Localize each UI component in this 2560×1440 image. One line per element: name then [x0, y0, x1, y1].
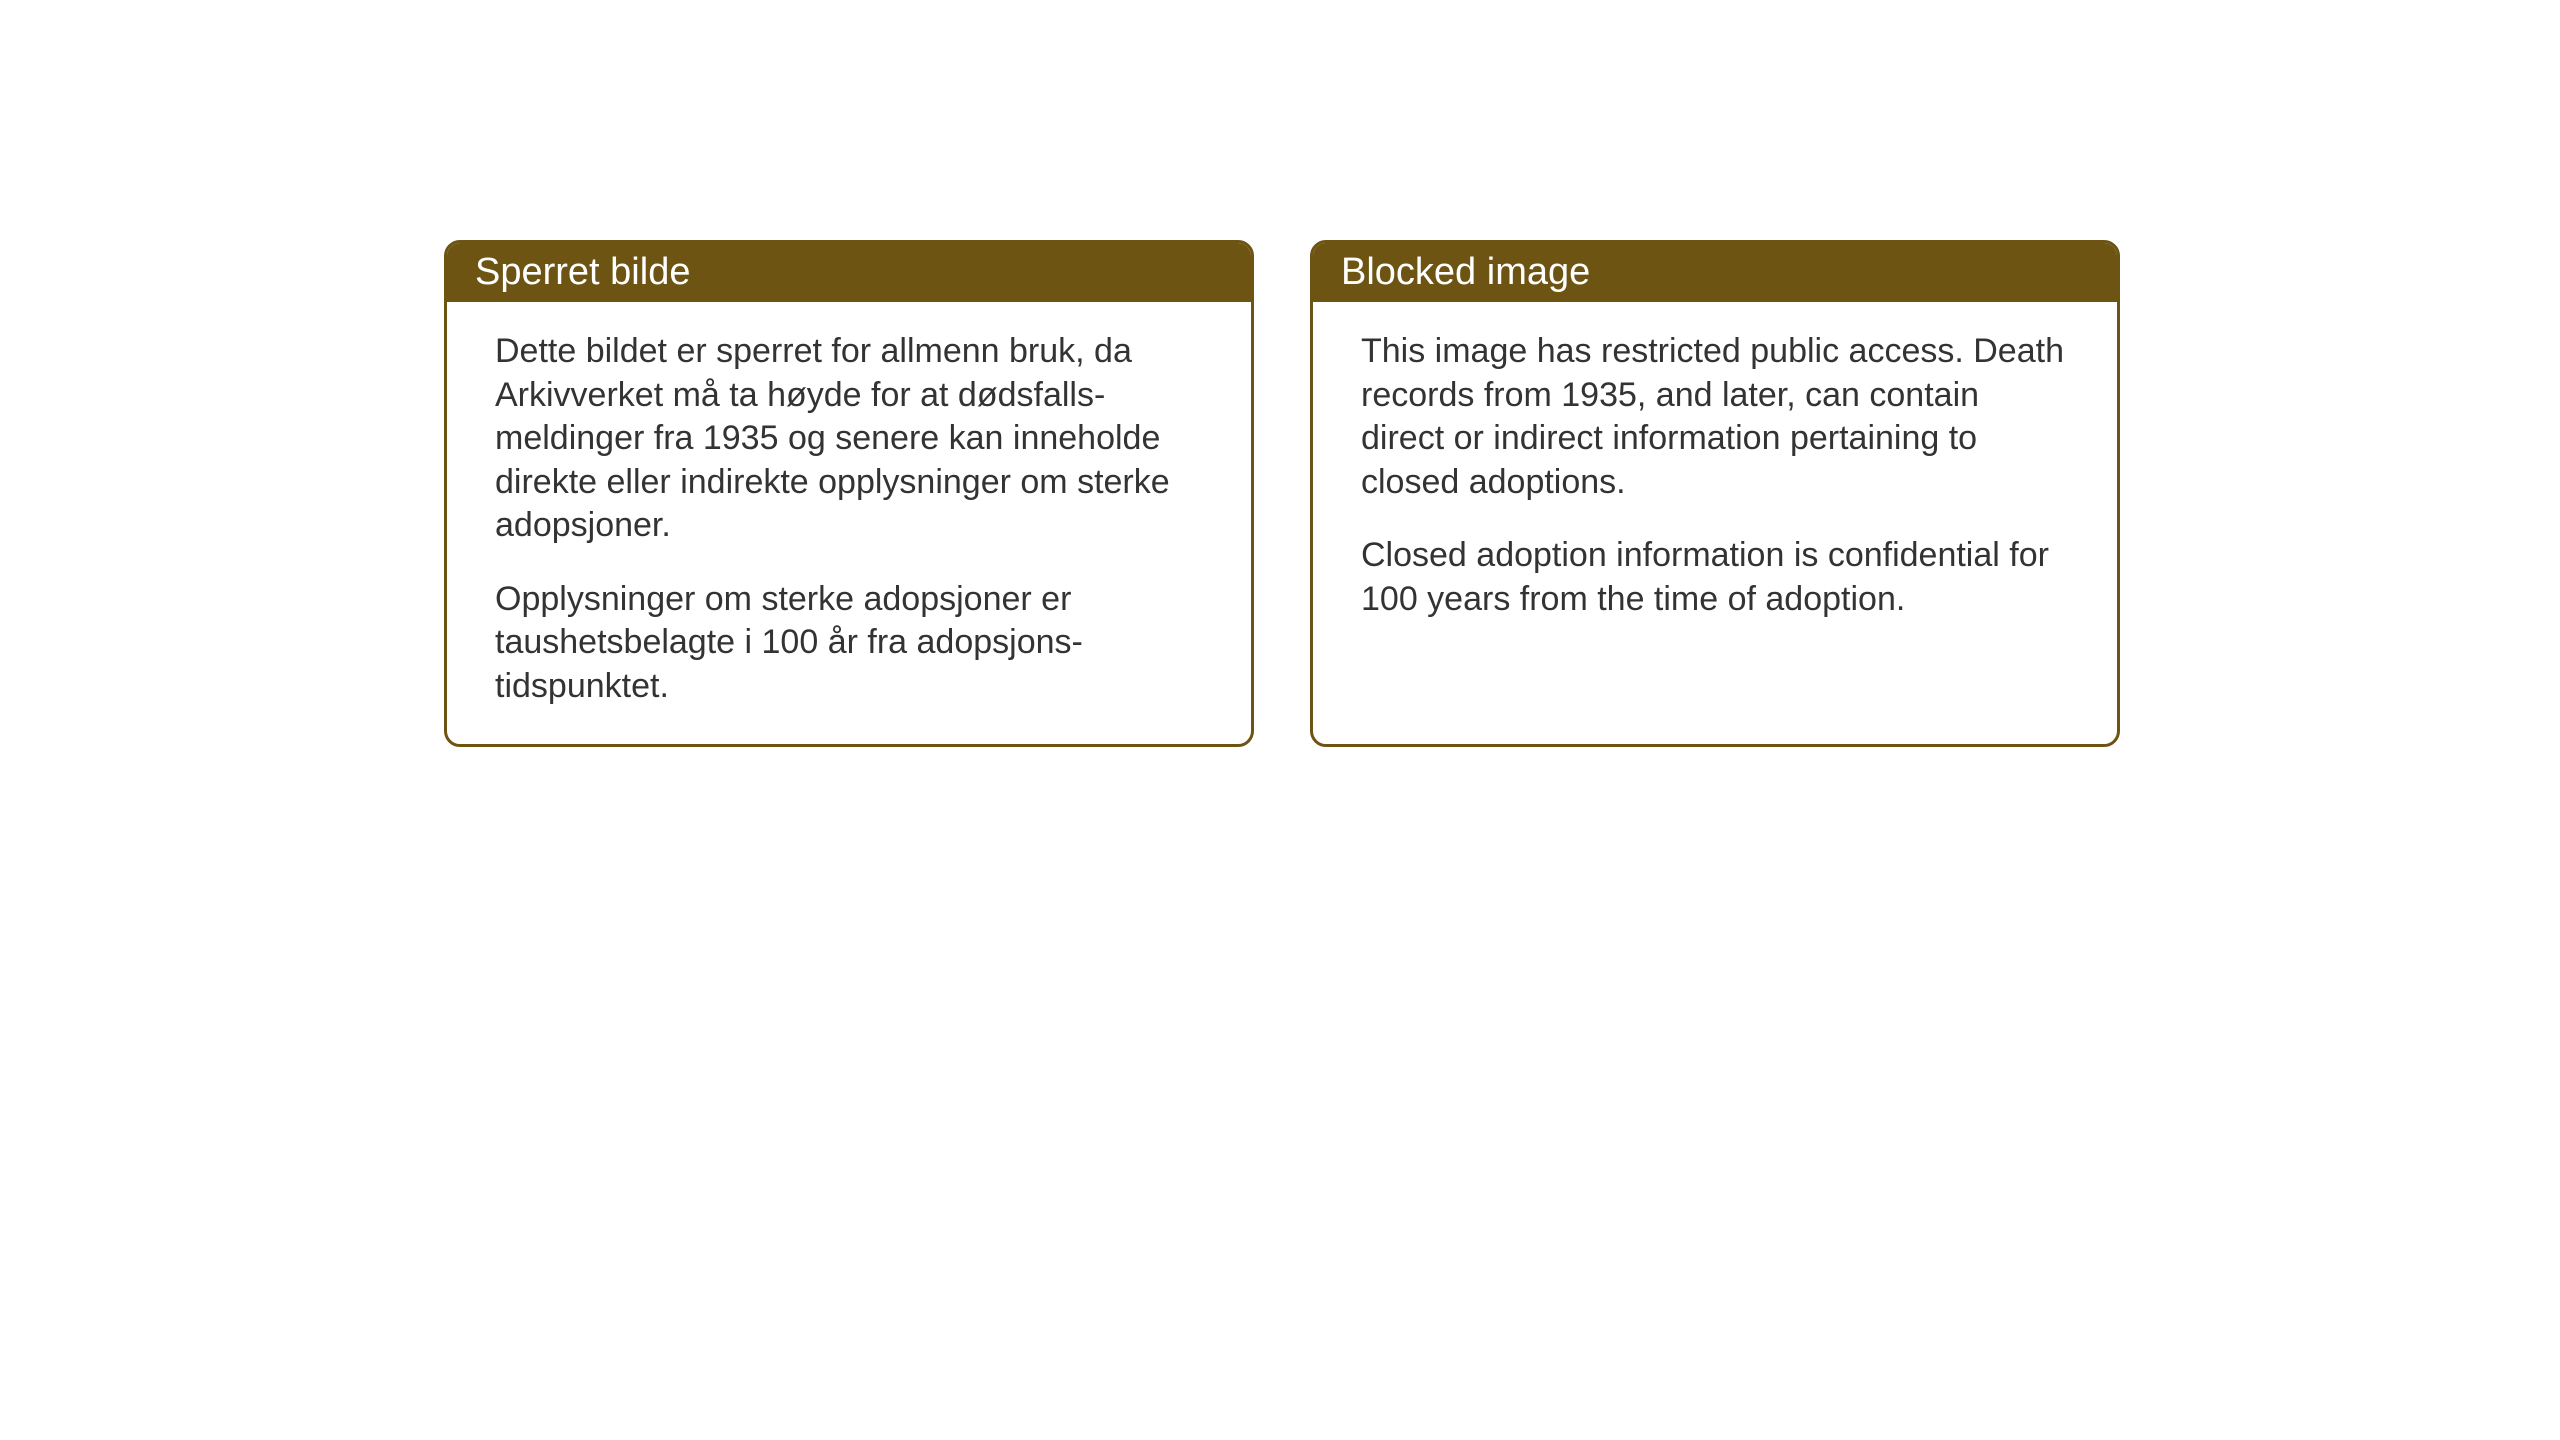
notice-paragraph: Dette bildet er sperret for allmenn bruk…	[495, 330, 1203, 548]
notice-box-norwegian: Sperret bilde Dette bildet er sperret fo…	[444, 240, 1254, 747]
notice-paragraph: This image has restricted public access.…	[1361, 330, 2069, 504]
notice-body-norwegian: Dette bildet er sperret for allmenn bruk…	[447, 302, 1251, 744]
notice-header-norwegian: Sperret bilde	[447, 243, 1251, 302]
notice-body-english: This image has restricted public access.…	[1313, 302, 2117, 657]
notice-box-english: Blocked image This image has restricted …	[1310, 240, 2120, 747]
notice-paragraph: Closed adoption information is confident…	[1361, 534, 2069, 621]
notice-container: Sperret bilde Dette bildet er sperret fo…	[444, 240, 2120, 747]
notice-paragraph: Opplysninger om sterke adopsjoner er tau…	[495, 578, 1203, 709]
notice-header-english: Blocked image	[1313, 243, 2117, 302]
